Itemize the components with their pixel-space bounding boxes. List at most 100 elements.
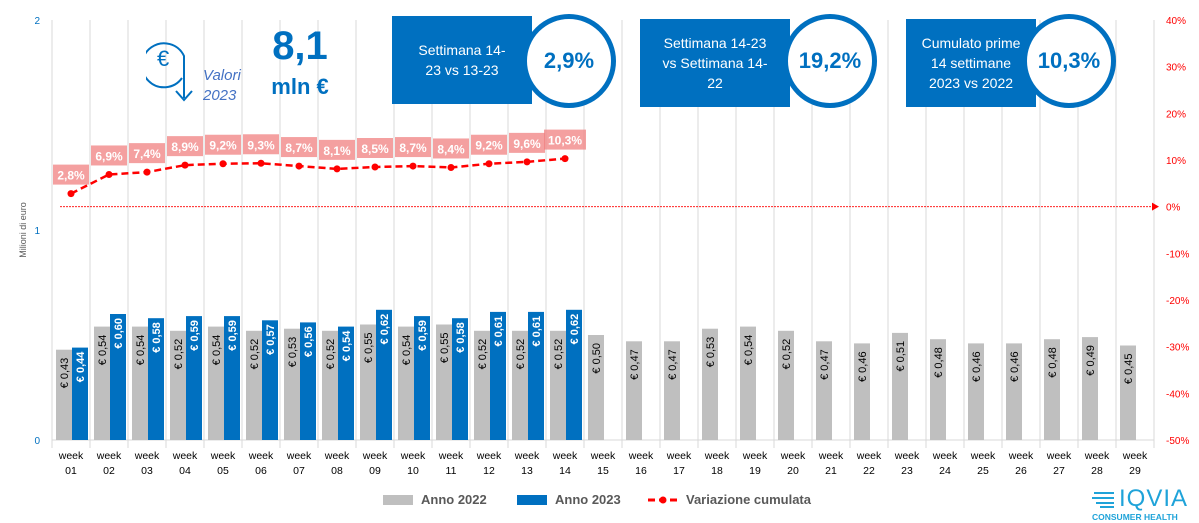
line-label: 8,4% [437, 142, 465, 156]
bar-anno-2023 [186, 316, 202, 440]
bar-anno-2022 [246, 330, 262, 440]
x-tick-label: 14 [559, 465, 571, 477]
x-tick-label: 10 [407, 465, 419, 477]
x-tick-label: week [932, 450, 958, 462]
bar-anno-2023 [338, 326, 354, 440]
bar-anno-2022 [740, 326, 756, 440]
bar-anno-2023 [110, 314, 126, 440]
bar-anno-2022 [1006, 343, 1022, 440]
bar-label: € 0,49 [1085, 345, 1097, 376]
kpi-circle: 10,3% [1022, 14, 1116, 108]
line-label: 7,4% [133, 147, 161, 161]
line-label-box [53, 164, 89, 185]
bar-anno-2023 [72, 347, 88, 440]
line-label-box [544, 129, 586, 150]
y-axis-title: Milioni di euro [18, 202, 28, 258]
line-point [523, 158, 531, 166]
kpi-circle: 19,2% [783, 14, 877, 108]
line-label: 2,8% [57, 169, 85, 183]
x-tick-label: week [780, 450, 806, 462]
bar-anno-2022 [778, 330, 794, 440]
x-tick-label: week [1046, 450, 1072, 462]
bar-label: € 0,46 [1009, 351, 1021, 382]
line-label-box [395, 137, 431, 158]
x-tick-label: 02 [103, 465, 115, 477]
bar-label: € 0,45 [1123, 354, 1135, 385]
bar-label: € 0,62 [379, 314, 391, 345]
bar-anno-2023 [224, 316, 240, 440]
line-point [333, 165, 341, 173]
bar-anno-2022 [132, 326, 148, 440]
x-tick-label: 13 [521, 465, 533, 477]
bar-label: € 0,52 [173, 339, 185, 370]
bar-anno-2022 [930, 339, 946, 440]
bar-anno-2023 [452, 318, 468, 440]
line-label: 8,7% [399, 141, 427, 155]
line-label-box [319, 139, 355, 160]
iqvia-logo: IQVIA CONSUMER HEALTH [1092, 485, 1189, 522]
x-tick-label: 25 [977, 465, 989, 477]
bar-anno-2022 [1082, 337, 1098, 440]
bar-label: € 0,52 [249, 339, 261, 370]
total-unit: mln € [271, 74, 329, 99]
bar-label: € 0,52 [477, 339, 489, 370]
x-tick-label: week [590, 450, 616, 462]
legend-label: Variazione cumulata [686, 492, 811, 507]
x-tick-label: week [970, 450, 996, 462]
bar-label: € 0,54 [743, 335, 755, 366]
bar-label: € 0,48 [933, 347, 945, 378]
y-tick-label: 0 [34, 436, 40, 447]
kpi-box-cumulative: Cumulato prime 14 settimane 2023 vs 2022 [906, 19, 1036, 107]
line-point [105, 170, 113, 178]
line-label: 10,3% [548, 134, 582, 148]
svg-text:€: € [157, 46, 169, 71]
bar-label: € 0,52 [781, 339, 793, 370]
bar-anno-2023 [414, 316, 430, 440]
values-caption: Valori 2023 [203, 67, 241, 104]
bar-anno-2023 [566, 309, 582, 440]
line-point [181, 161, 189, 169]
bar-anno-2022 [626, 341, 642, 440]
x-tick-label: week [400, 450, 426, 462]
x-tick-label: week [58, 450, 84, 462]
line-label-box [91, 145, 127, 166]
bar-anno-2022 [322, 330, 338, 440]
bar-label: € 0,52 [325, 339, 337, 370]
y2-tick-label: -20% [1166, 296, 1189, 307]
x-tick-label: week [134, 450, 160, 462]
bar-label: € 0,48 [1047, 347, 1059, 378]
bar-anno-2023 [262, 320, 278, 440]
bar-label: € 0,47 [629, 349, 641, 380]
bar-label: € 0,54 [211, 335, 223, 366]
bar-label: € 0,54 [341, 330, 353, 361]
y2-tick-label: 30% [1166, 63, 1186, 74]
line-label: 8,5% [361, 142, 389, 156]
legend-variazione: Variazione cumulata [648, 492, 811, 507]
x-tick-label: week [1008, 450, 1034, 462]
line-point [67, 190, 75, 198]
bar-label: € 0,54 [401, 335, 413, 366]
x-tick-label: 04 [179, 465, 191, 477]
x-tick-label: 27 [1053, 465, 1065, 477]
kpi-box-week-vs-year: Settimana 14-23 vs Settimana 14-22 [640, 19, 790, 107]
bar-label: € 0,59 [417, 320, 429, 351]
x-tick-label: 12 [483, 465, 495, 477]
legend-anno-2023: Anno 2023 [517, 492, 621, 507]
bar-anno-2023 [528, 311, 544, 440]
x-tick-label: 15 [597, 465, 609, 477]
y-tick-label: 2 [34, 16, 40, 27]
legend-swatch [517, 494, 547, 505]
bar-anno-2022 [56, 349, 72, 440]
bar-label: € 0,53 [287, 337, 299, 368]
x-tick-label: week [476, 450, 502, 462]
line-point [295, 162, 303, 170]
bar-anno-2022 [854, 343, 870, 440]
bar-label: € 0,62 [569, 314, 581, 345]
x-tick-label: 19 [749, 465, 761, 477]
kpi-label: Cumulato prime 14 settimane 2023 vs 2022 [921, 35, 1021, 91]
kpi-circle: 2,9% [522, 14, 616, 108]
bar-anno-2022 [208, 326, 224, 440]
bar-label: € 0,57 [265, 324, 277, 355]
y2-tick-label: 40% [1166, 16, 1186, 27]
x-tick-label: 07 [293, 465, 305, 477]
